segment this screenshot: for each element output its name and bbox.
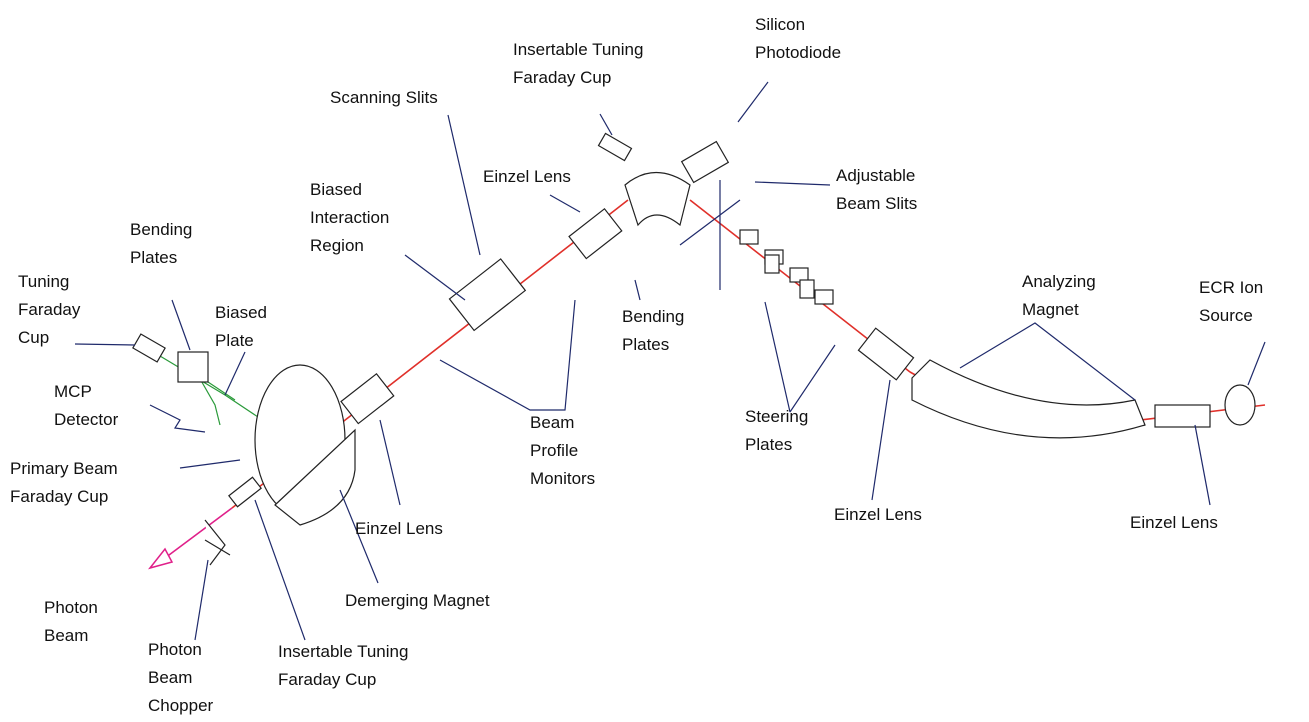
label-line: Primary Beam	[10, 459, 118, 478]
label: Einzel Lens	[834, 505, 922, 524]
label: Bending Plates	[622, 307, 684, 354]
label-line: Bending	[622, 307, 684, 326]
label-line: Plate	[215, 331, 254, 350]
label-line: Interaction	[310, 208, 389, 227]
einzel-lens	[340, 372, 395, 425]
steering-plates	[739, 229, 834, 305]
interaction-region	[448, 258, 527, 332]
label: Bending Plates	[130, 220, 192, 267]
label-line: Profile	[530, 441, 578, 460]
label-line: Biased	[310, 180, 362, 199]
label: Beam Profile Monitors	[530, 413, 595, 488]
label: Scanning Slits	[330, 88, 438, 107]
label-line: Tuning	[18, 272, 69, 291]
label: ECR Ion Source	[1199, 278, 1263, 325]
label-line: MCP	[54, 382, 92, 401]
label-line: Photodiode	[755, 43, 841, 62]
label: Silicon Photodiode	[755, 15, 841, 62]
label-line: Beam	[148, 668, 192, 687]
bending-plates-small	[177, 351, 209, 383]
photodiode	[680, 140, 730, 184]
label-line: Plates	[130, 248, 177, 267]
label-line: Magnet	[1022, 300, 1079, 319]
label-line: Photon	[44, 598, 98, 617]
label-line: Detector	[54, 410, 119, 429]
label: Analyzing Magnet	[1022, 272, 1096, 319]
tuning-cup	[228, 476, 262, 508]
leader-lines	[74, 81, 1266, 641]
label: Photon Beam	[44, 598, 98, 645]
label: Einzel Lens	[355, 519, 443, 538]
label: Einzel Lens	[483, 167, 571, 186]
ion-beam	[231, 199, 1266, 509]
label-line: Photon	[148, 640, 202, 659]
label-line: Faraday Cup	[10, 487, 108, 506]
label-line: ECR Ion	[1199, 278, 1263, 297]
label: MCP Detector	[54, 382, 119, 429]
label-line: Cup	[18, 328, 49, 347]
label-line: Silicon	[755, 15, 805, 34]
einzel-lens	[1154, 404, 1211, 428]
label-line: Beam	[530, 413, 574, 432]
label: Insertable Tuning Faraday Cup	[278, 642, 408, 689]
label: Steering Plates	[745, 407, 808, 454]
label-line: Beam Slits	[836, 194, 917, 213]
magnet-pole	[274, 428, 356, 526]
label: Biased Interaction Region	[310, 180, 389, 255]
label-line: Einzel Lens	[834, 505, 922, 524]
label-line: Plates	[622, 335, 669, 354]
label-line: Analyzing	[1022, 272, 1096, 291]
label-line: Scanning Slits	[330, 88, 438, 107]
label-line: Faraday Cup	[278, 670, 376, 689]
label: Tuning Faraday Cup	[18, 272, 81, 347]
label-line: Beam	[44, 626, 88, 645]
tuning-cup	[597, 132, 633, 162]
einzel-lens	[857, 327, 915, 381]
label: Demerging Magnet	[345, 591, 490, 610]
label: Einzel Lens	[1130, 513, 1218, 532]
photon-beam	[164, 507, 233, 559]
label-line: Steering	[745, 407, 808, 426]
label-line: Monitors	[530, 469, 595, 488]
label: Photon Beam Chopper	[148, 640, 214, 715]
analyzing-magnet	[911, 359, 1146, 439]
einzel-lens	[568, 207, 623, 260]
beamline	[132, 132, 1266, 570]
beam-slits	[679, 180, 741, 290]
label-line: Einzel Lens	[1130, 513, 1218, 532]
label-line: Region	[310, 236, 364, 255]
label: Insertable Tuning Faraday Cup	[513, 40, 643, 87]
label: Biased Plate	[215, 303, 267, 350]
label-line: Biased	[215, 303, 267, 322]
label-line: Insertable Tuning	[278, 642, 408, 661]
label-line: Source	[1199, 306, 1253, 325]
label-line: Faraday Cup	[513, 68, 611, 87]
label-line: Plates	[745, 435, 792, 454]
label-line: Adjustable	[836, 166, 915, 185]
label-line: Chopper	[148, 696, 214, 715]
label-line: Einzel Lens	[483, 167, 571, 186]
ion-source	[1224, 384, 1256, 426]
label-line: Bending	[130, 220, 192, 239]
label-line: Demerging Magnet	[345, 591, 490, 610]
label: Adjustable Beam Slits	[836, 166, 917, 213]
label-line: Faraday	[18, 300, 81, 319]
photon-arrow	[148, 547, 174, 570]
label-line: Insertable Tuning	[513, 40, 643, 59]
bending-plates	[624, 172, 691, 227]
label: Primary Beam Faraday Cup	[10, 459, 118, 506]
photon-chopper	[204, 519, 231, 566]
tuning-cup	[132, 333, 166, 363]
label-line: Einzel Lens	[355, 519, 443, 538]
